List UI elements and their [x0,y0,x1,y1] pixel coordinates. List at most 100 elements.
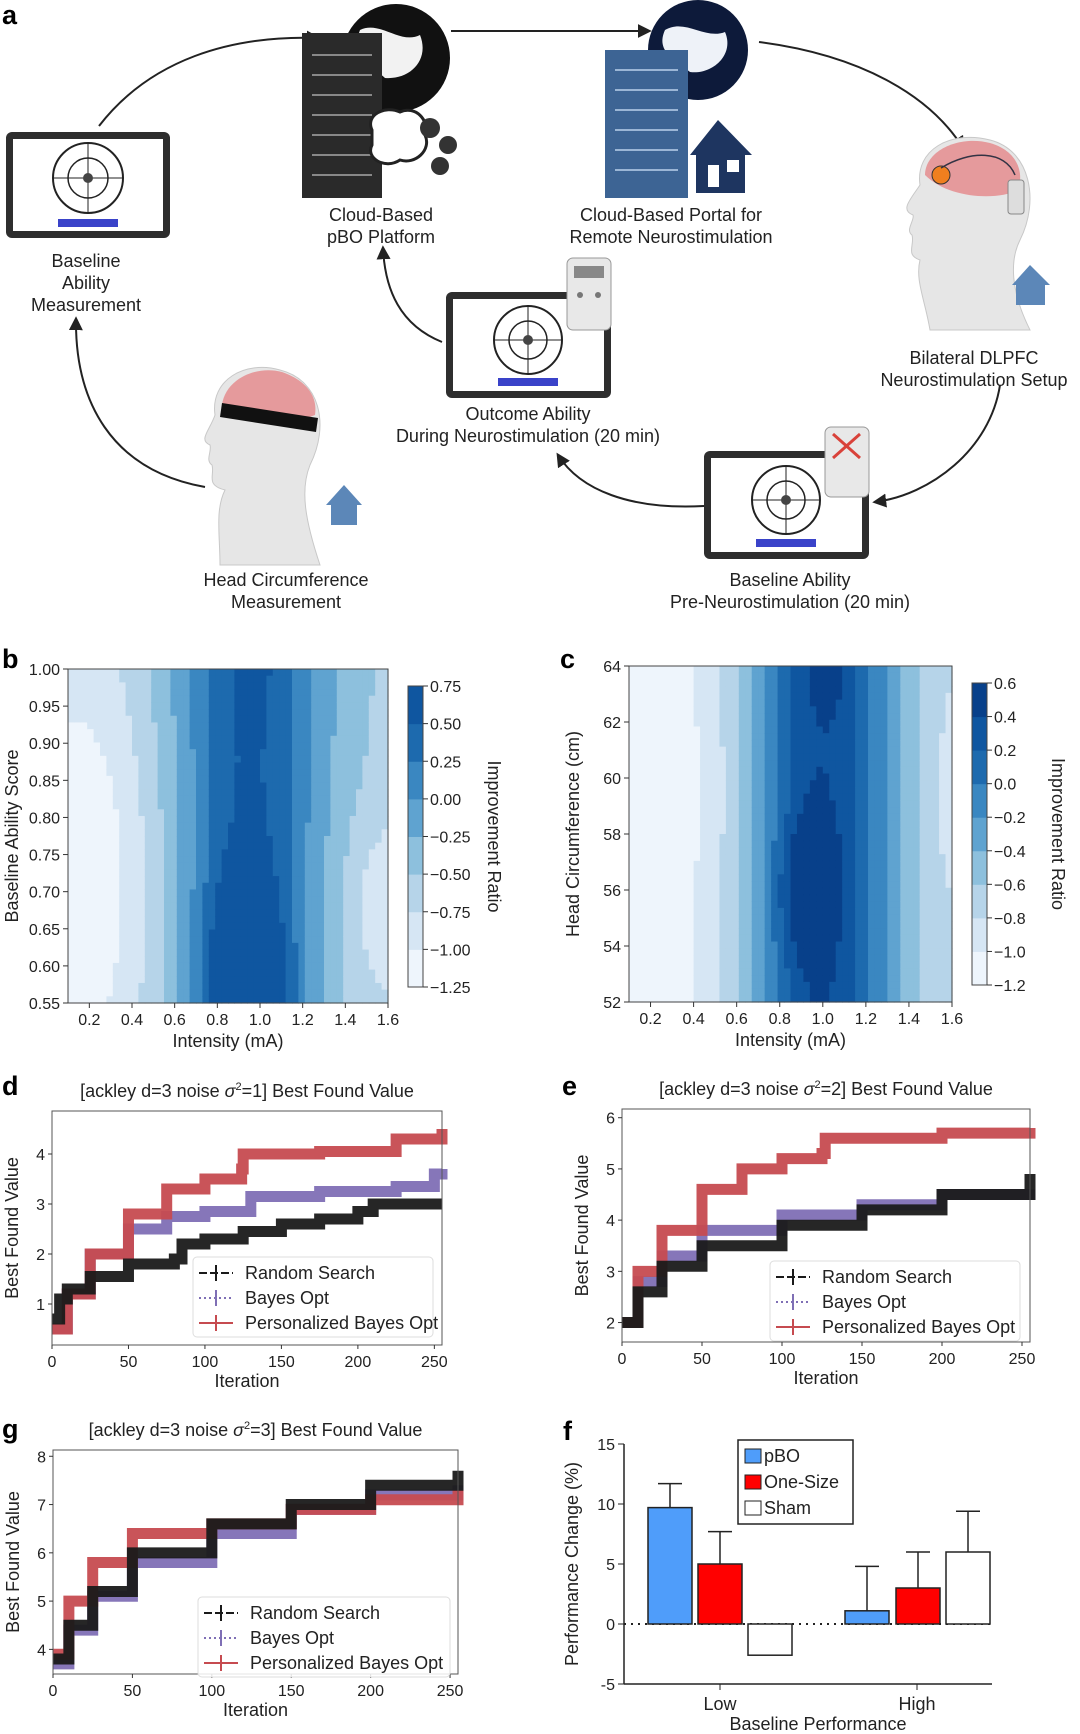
contour-cell [80,929,88,937]
contour-cell [829,854,837,862]
colorbar-band [408,836,423,875]
contour-cell [932,679,940,687]
contour-cell [641,733,649,741]
contour-cell [868,699,876,707]
contour-cell [343,762,351,770]
contour-cell [803,928,811,936]
contour-cell [349,815,357,824]
contour-cell [228,902,235,911]
contour-cell [693,713,701,721]
contour-cell [311,769,319,777]
contour-cell [221,755,229,764]
contour-cell [868,934,876,943]
contour-cell [112,876,120,884]
contour-cell [381,856,389,864]
contour-cell [285,669,293,677]
contour-cell [68,949,75,957]
contour-cell [822,679,830,687]
contour-cell [132,989,139,997]
contour-cell [221,675,229,683]
contour-cell [861,666,869,674]
contour-cell [893,820,901,828]
contour-cell [732,739,740,748]
contour-cell [855,981,863,990]
contour-cell [732,726,740,734]
contour-cell [228,862,235,870]
contour-cell [913,813,921,822]
contour-cell [138,782,146,790]
contour-cell [362,715,370,724]
contour-cell [816,914,824,922]
contour-cell [855,934,863,943]
contour-cell [861,827,869,835]
contour-cell [343,902,351,911]
contour-cell [732,867,740,875]
contour-cell [279,929,287,937]
contour-cell [764,766,772,775]
contour-cell [822,928,830,936]
contour-cell [809,907,817,916]
contour-cell [100,802,107,810]
panel-c-contour-head-circumference: c0.2 0.4 0.6 0.8 1.0 1.2 1.4 1.652545658606264I… [560,644,1068,1050]
contour-cell [183,755,191,764]
contour-cell [629,928,637,936]
contour-cell [272,902,280,911]
contour-cell [725,739,733,748]
contour-cell [144,836,152,844]
contour-cell [926,726,934,734]
contour-cell [304,942,312,951]
contour-cell [112,782,120,790]
contour-cell [240,876,248,884]
label-outcome-2: During Neurostimulation (20 min) [396,426,660,446]
contour-cell [861,981,869,990]
contour-cell [381,709,389,717]
contour-cell [719,733,727,741]
contour-cell [279,936,287,944]
contour-cell [790,928,798,936]
contour-cell [674,733,682,741]
contour-cell [285,849,293,857]
contour-cell [758,686,766,694]
contour-cell [641,948,649,956]
contour-cell [272,889,280,897]
contour-cell [311,682,319,690]
contour-cell [170,709,178,717]
contour-cell [272,669,280,677]
contour-cell [913,820,921,828]
contour-cell [926,760,934,768]
contour-cell [790,807,798,815]
contour-cell [809,948,817,956]
contour-cell [900,954,908,963]
contour-cell [725,914,733,922]
contour-cell [835,780,843,788]
contour-cell [654,975,662,983]
contour-cell [285,689,293,697]
contour-cell [719,914,727,922]
contour-cell [641,834,649,842]
contour-cell [112,715,120,724]
contour-cell [803,881,811,889]
contour-cell [629,847,637,855]
contour-cell [317,735,325,744]
contour-cell [777,813,785,822]
contour-cell [356,916,363,924]
contour-cell [106,962,114,971]
contour-cell [874,948,882,956]
contour-cell [732,881,740,889]
contour-cell [835,975,843,983]
contour-cell [272,916,280,924]
contour-cell [790,719,798,728]
contour-cell [356,729,363,737]
contour-cell [680,766,688,775]
contour-cell [157,702,165,710]
contour-cell [87,735,95,744]
contour-cell [285,929,293,937]
contour-cell [745,954,753,963]
contour-cell [648,679,656,687]
contour-cell [680,941,688,949]
contour-cell [829,686,837,694]
contour-cell [893,854,901,862]
contour-cell [693,961,701,969]
contour-cell [712,834,721,842]
contour-cell [119,949,127,957]
